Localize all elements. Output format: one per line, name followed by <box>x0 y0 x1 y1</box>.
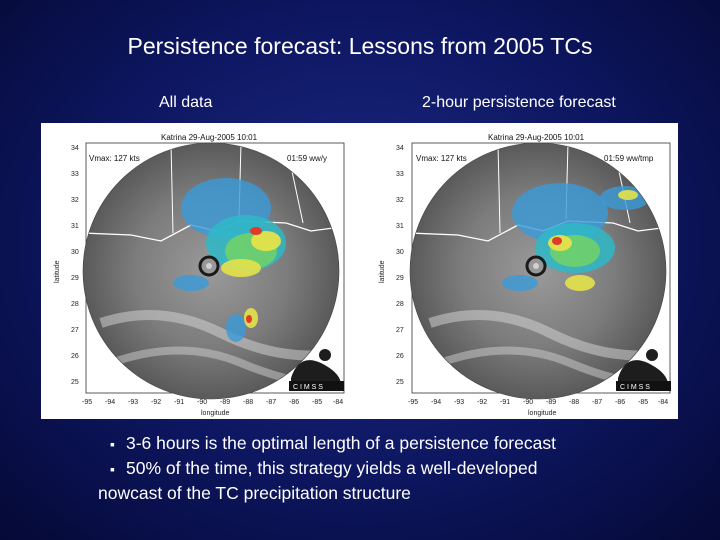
right-panel-label: 2-hour persistence forecast <box>422 94 616 111</box>
x-tick: -89 <box>546 399 556 406</box>
right-map-header: Katrina 29-Aug-2005 10:01 <box>488 133 585 142</box>
right-x-label: longitude <box>528 410 557 417</box>
bullet-list: ▪ 3-6 hours is the optimal length of a pe… <box>98 431 670 505</box>
x-tick: -85 <box>638 399 648 406</box>
y-tick: 32 <box>71 197 79 204</box>
bullet-square-icon: ▪ <box>110 436 115 452</box>
x-tick: -86 <box>615 399 625 406</box>
left-map-header: Katrina 29-Aug-2005 10:01 <box>161 133 258 142</box>
left-time-label: 01:59 ww/y <box>287 154 327 163</box>
y-tick: 26 <box>396 353 404 360</box>
x-tick: -87 <box>266 399 276 406</box>
x-tick: -94 <box>431 399 441 406</box>
y-tick: 31 <box>71 223 79 230</box>
x-tick: -93 <box>454 399 464 406</box>
x-tick: -85 <box>312 399 322 406</box>
y-tick: 33 <box>71 171 79 178</box>
right-logo-text: C I M S S <box>620 384 650 391</box>
bullet-text: 3-6 hours is the optimal length of a per… <box>126 433 556 453</box>
left-logo-text: C I M S S <box>293 384 323 391</box>
x-tick: -92 <box>477 399 487 406</box>
x-tick: -84 <box>333 399 343 406</box>
y-tick: 29 <box>71 275 79 282</box>
x-tick: -84 <box>658 399 668 406</box>
y-tick: 27 <box>396 327 404 334</box>
y-tick: 30 <box>396 249 404 256</box>
right-y-axis-ticks: 34 33 32 31 30 29 28 27 26 25 <box>396 145 404 386</box>
left-x-label: longitude <box>201 410 230 417</box>
left-panel-label: All data <box>159 94 213 111</box>
left-x-axis-ticks: -95 -94 -93 -92 -91 -90 -89 -88 -87 -86 … <box>82 399 343 406</box>
left-y-label: latitude <box>54 260 61 283</box>
x-tick: -88 <box>243 399 253 406</box>
right-radar-map: C I M S S Katrina 29-Aug-2005 10:01 Vmax… <box>360 123 678 419</box>
x-tick: -91 <box>174 399 184 406</box>
x-tick: -88 <box>569 399 579 406</box>
x-tick: -95 <box>82 399 92 406</box>
left-radar-map: C I M S S Katrina 29-Aug-2005 10:01 Vmax… <box>41 123 359 419</box>
y-tick: 28 <box>71 301 79 308</box>
bullet-item: ▪ 50% of the time, this strategy yields a… <box>110 456 670 481</box>
bullet-square-icon: ▪ <box>110 461 115 477</box>
x-tick: -87 <box>592 399 602 406</box>
left-vmax-label: Vmax: 127 kts <box>89 154 140 163</box>
x-tick: -86 <box>289 399 299 406</box>
x-tick: -90 <box>523 399 533 406</box>
y-tick: 25 <box>71 379 79 386</box>
x-tick: -95 <box>408 399 418 406</box>
x-tick: -90 <box>197 399 207 406</box>
right-x-axis-ticks: -95 -94 -93 -92 -91 -90 -89 -88 -87 -86 … <box>408 399 668 406</box>
bullet-continuation: nowcast of the TC precipitation structur… <box>98 483 411 503</box>
y-tick: 30 <box>71 249 79 256</box>
y-tick: 31 <box>396 223 404 230</box>
bullet-item: ▪ 3-6 hours is the optimal length of a pe… <box>110 431 670 456</box>
bullet-text: 50% of the time, this strategy yields a … <box>126 458 538 478</box>
x-tick: -93 <box>128 399 138 406</box>
right-vmax-label: Vmax: 127 kts <box>416 154 467 163</box>
x-tick: -94 <box>105 399 115 406</box>
y-tick: 34 <box>71 145 79 152</box>
y-tick: 25 <box>396 379 404 386</box>
y-tick: 26 <box>71 353 79 360</box>
y-tick: 27 <box>71 327 79 334</box>
y-tick: 28 <box>396 301 404 308</box>
left-y-axis-ticks: 34 33 32 31 30 29 28 27 26 25 <box>71 145 79 386</box>
y-tick: 33 <box>396 171 404 178</box>
x-tick: -92 <box>151 399 161 406</box>
y-tick: 32 <box>396 197 404 204</box>
right-time-label: 01:59 ww/tmp <box>604 154 654 163</box>
x-tick: -89 <box>220 399 230 406</box>
y-tick: 29 <box>396 275 404 282</box>
y-tick: 34 <box>396 145 404 152</box>
slide-title: Persistence forecast: Lessons from 2005 … <box>127 33 593 59</box>
radar-image-panel: C I M S S Katrina 29-Aug-2005 10:01 Vmax… <box>41 123 678 419</box>
x-tick: -91 <box>500 399 510 406</box>
right-y-label: latitude <box>379 260 386 283</box>
